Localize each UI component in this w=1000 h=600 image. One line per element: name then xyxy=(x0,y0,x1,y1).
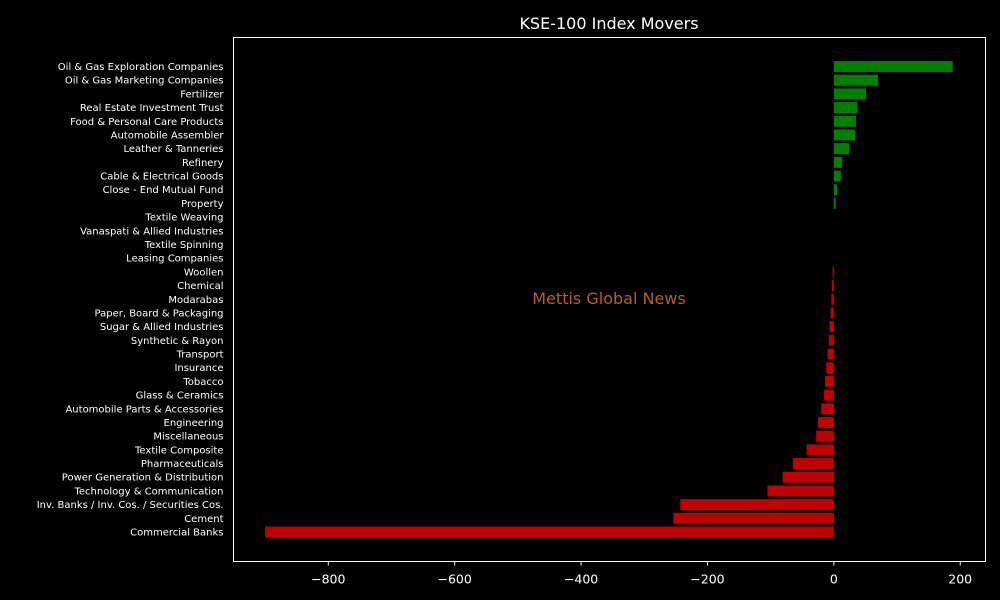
bar-transport xyxy=(827,348,834,360)
bar-cable-electrical-goods xyxy=(833,170,841,182)
category-label-automobile-assembler: Automobile Assembler xyxy=(111,130,225,141)
category-label-inv-banks-inv-cos-securities-cos: Inv. Banks / Inv. Cos. / Securities Cos. xyxy=(37,500,224,511)
category-label-paper-board-packaging: Paper, Board & Packaging xyxy=(95,308,224,319)
category-label-vanaspati-allied-industries: Vanaspati & Allied Industries xyxy=(80,226,223,237)
bar-paper-board-packaging xyxy=(830,307,834,319)
bar-technology-communication xyxy=(767,485,834,497)
bar-refinery xyxy=(833,156,843,168)
category-label-tobacco: Tobacco xyxy=(182,377,223,388)
category-label-modarabas: Modarabas xyxy=(168,295,223,306)
category-label-close-end-mutual-fund: Close - End Mutual Fund xyxy=(103,185,224,196)
category-label-fertilizer: Fertilizer xyxy=(180,89,224,100)
bars-group xyxy=(265,61,953,538)
category-label-leasing-companies: Leasing Companies xyxy=(126,254,223,265)
category-label-textile-composite: Textile Composite xyxy=(134,445,223,456)
category-label-technology-communication: Technology & Communication xyxy=(74,486,224,497)
bar-inv-banks-inv-cos-securities-cos xyxy=(680,499,834,511)
category-label-synthetic-rayon: Synthetic & Rayon xyxy=(131,336,224,347)
chart-title: KSE-100 Index Movers xyxy=(519,14,698,33)
bar-miscellaneous xyxy=(816,430,834,442)
x-axis: −800 −600 −400 −200 0 200 xyxy=(311,561,972,587)
bar-textile-composite xyxy=(806,444,834,456)
x-tick-label: −600 xyxy=(438,572,472,587)
plot-frame xyxy=(233,37,986,562)
category-label-refinery: Refinery xyxy=(182,158,224,169)
bar-oil-gas-marketing-companies xyxy=(833,74,879,86)
category-label-insurance: Insurance xyxy=(174,363,223,374)
category-label-miscellaneous: Miscellaneous xyxy=(153,432,223,443)
bar-food-personal-care-products xyxy=(833,115,856,127)
category-label-cement: Cement xyxy=(184,514,223,525)
bar-engineering xyxy=(818,416,834,428)
bar-property xyxy=(833,197,836,209)
category-label-food-personal-care-products: Food & Personal Care Products xyxy=(70,117,223,128)
category-label-woollen: Woollen xyxy=(184,267,224,278)
bar-insurance xyxy=(826,362,834,374)
bar-leather-tanneries xyxy=(833,143,850,155)
x-tick-label: 200 xyxy=(948,572,972,587)
category-labels-group: Oil & Gas Exploration Companies Oil & Gas… xyxy=(37,62,225,539)
category-label-textile-weaving: Textile Weaving xyxy=(144,213,223,224)
category-label-pharmaceuticals: Pharmaceuticals xyxy=(141,459,224,470)
bar-oil-gas-exploration-companies xyxy=(833,61,953,72)
category-label-transport: Transport xyxy=(176,350,224,361)
bar-cement xyxy=(673,512,834,524)
bar-modarabas xyxy=(831,293,834,305)
category-label-glass-ceramics: Glass & Ceramics xyxy=(136,391,224,402)
bar-synthetic-rayon xyxy=(828,334,834,346)
category-label-chemical: Chemical xyxy=(177,281,223,292)
category-label-real-estate-investment-trust: Real Estate Investment Trust xyxy=(80,103,224,114)
bar-pharmaceuticals xyxy=(792,458,834,470)
x-tick-label: 0 xyxy=(830,572,838,587)
category-label-leather-tanneries: Leather & Tanneries xyxy=(123,144,223,155)
category-label-oil-gas-exploration-companies: Oil & Gas Exploration Companies xyxy=(58,62,224,73)
bar-power-generation-distribution xyxy=(782,471,834,483)
bar-woollen xyxy=(832,266,834,278)
x-tick-label: −200 xyxy=(690,572,724,587)
category-label-oil-gas-marketing-companies: Oil & Gas Marketing Companies xyxy=(65,76,224,87)
bar-commercial-banks xyxy=(265,526,834,538)
bar-fertilizer xyxy=(833,88,867,100)
bar-sugar-allied-industries xyxy=(829,321,834,333)
category-label-textile-spinning: Textile Spinning xyxy=(144,240,224,251)
bar-real-estate-investment-trust xyxy=(833,102,858,114)
category-label-commercial-banks: Commercial Banks xyxy=(130,528,223,539)
category-label-automobile-parts-accessories: Automobile Parts & Accessories xyxy=(65,404,223,415)
x-tick-label: −800 xyxy=(311,572,345,587)
bar-chemical xyxy=(831,280,834,292)
bar-glass-ceramics xyxy=(823,389,834,401)
watermark-text: Mettis Global News xyxy=(532,289,685,308)
category-label-power-generation-distribution: Power Generation & Distribution xyxy=(62,473,224,484)
category-label-sugar-allied-industries: Sugar & Allied Industries xyxy=(100,322,224,333)
category-label-engineering: Engineering xyxy=(164,418,224,429)
bar-close-end-mutual-fund xyxy=(833,184,837,196)
bar-tobacco xyxy=(824,375,834,387)
x-tick-label: −400 xyxy=(564,572,598,587)
bar-automobile-assembler xyxy=(833,129,856,141)
category-label-property: Property xyxy=(181,199,223,210)
bar-automobile-parts-accessories xyxy=(821,403,834,415)
category-label-cable-electrical-goods: Cable & Electrical Goods xyxy=(100,172,223,183)
